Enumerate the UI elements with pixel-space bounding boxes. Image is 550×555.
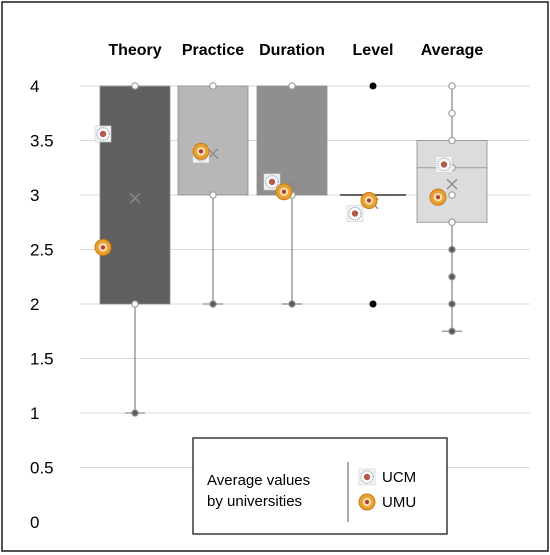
ucm-seal-center: [440, 161, 448, 168]
university-marker: [346, 205, 364, 222]
box-average: [416, 82, 488, 336]
data-point: [209, 191, 217, 199]
data-point: [209, 82, 217, 90]
category-label: Theory: [108, 42, 161, 59]
y-tick-label: 0.5: [30, 459, 54, 478]
university-marker: [358, 493, 376, 511]
university-marker: [275, 183, 293, 201]
university-marker: [360, 191, 378, 209]
umu-seal-center: [436, 195, 440, 200]
data-point: [448, 82, 456, 90]
ucm-seal-center: [363, 473, 371, 481]
y-tick-label: 2.5: [30, 241, 54, 260]
outlier-point: [369, 300, 377, 308]
legend-title-line1: Average values: [207, 472, 310, 489]
y-tick-label: 4: [30, 77, 39, 96]
category-label: Average: [421, 42, 484, 59]
mean-marker: [446, 178, 458, 190]
iqr-box: [177, 85, 249, 196]
y-tick-label: 1.5: [30, 350, 54, 369]
data-point: [448, 218, 456, 227]
legend-title-line2: by universities: [207, 493, 302, 510]
mean-marker: [129, 192, 141, 204]
iqr-box: [99, 85, 171, 305]
data-point: [131, 409, 139, 417]
y-tick-label: 3.5: [30, 132, 54, 151]
umu-seal-center: [199, 149, 203, 154]
data-point: [448, 136, 456, 145]
university-marker: [435, 156, 453, 173]
data-point: [131, 82, 139, 90]
box-duration: [256, 82, 328, 308]
ucm-seal-center: [351, 210, 359, 217]
legend-box: [192, 437, 448, 535]
data-point: [131, 300, 139, 308]
university-marker: [429, 188, 447, 206]
boxes: [94, 82, 488, 417]
category-labels: Theory Practice Duration Level Average: [108, 42, 483, 59]
data-point: [209, 300, 217, 308]
university-marker: [358, 468, 376, 486]
umu-seal-center: [367, 198, 371, 203]
data-point: [288, 82, 296, 90]
legend-item-label: UCM: [382, 469, 416, 486]
y-tick-label: 0: [30, 513, 39, 532]
mean-marker: [207, 148, 219, 160]
data-point: [448, 300, 456, 308]
y-tick-label: 2: [30, 295, 39, 314]
data-point: [448, 327, 456, 336]
data-point: [288, 300, 296, 308]
umu-seal-center: [365, 500, 369, 504]
umu-seal-center: [101, 245, 105, 250]
data-point: [448, 191, 456, 199]
legend-item-label: UMU: [382, 494, 416, 511]
university-marker: [94, 238, 112, 256]
ucm-seal-center: [99, 130, 107, 138]
university-marker: [192, 142, 210, 160]
ucm-seal-center: [268, 178, 276, 186]
university-marker: [94, 125, 112, 143]
y-axis-ticks: 0 0.5 1 1.5 2 2.5 3 3.5 4: [30, 77, 54, 532]
iqr-box: [416, 140, 488, 223]
category-label: Level: [353, 42, 394, 59]
data-point: [448, 272, 456, 281]
box-theory: [99, 82, 171, 417]
box-practice: [177, 82, 249, 308]
y-tick-label: 3: [30, 186, 39, 205]
data-point: [448, 245, 456, 254]
category-label: Duration: [259, 42, 325, 59]
legend: Average values by universities UCM UMU: [192, 437, 448, 535]
data-point: [448, 109, 456, 118]
outlier-point: [369, 82, 377, 90]
y-tick-label: 1: [30, 404, 39, 423]
category-label: Practice: [182, 42, 244, 59]
university-marker: [263, 173, 281, 191]
umu-seal-center: [282, 189, 286, 194]
